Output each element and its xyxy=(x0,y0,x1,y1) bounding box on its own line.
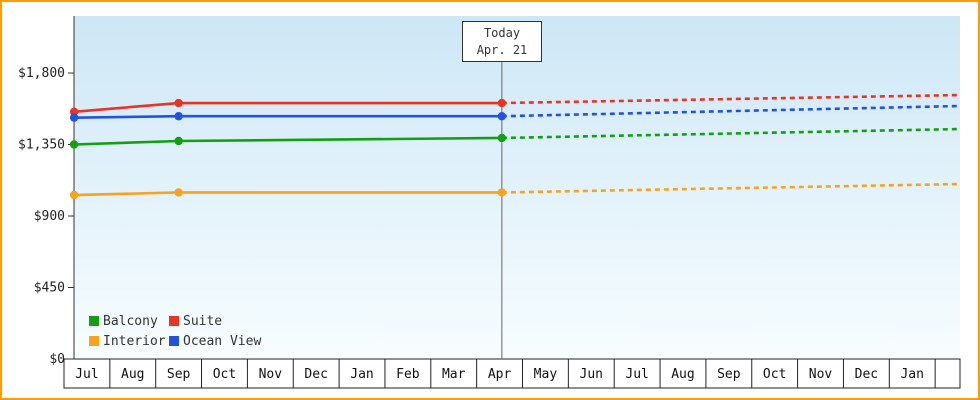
x-tick-label: Feb xyxy=(396,367,420,382)
x-tick-label: Jun xyxy=(580,367,603,382)
chart-legend: Balcony Suite Interior Ocean View xyxy=(89,313,262,349)
x-tick-label: Dec xyxy=(855,367,878,382)
today-date: Apr. 21 xyxy=(476,43,528,57)
legend-swatch xyxy=(169,336,179,346)
series-forecast-ocean-view xyxy=(501,104,958,118)
x-tick-label: May xyxy=(534,367,558,382)
legend-swatch xyxy=(169,316,179,326)
y-tick-label: $0 xyxy=(49,352,65,367)
y-tick-label: $900 xyxy=(34,209,65,224)
legend-swatch xyxy=(89,336,99,346)
data-point xyxy=(69,140,79,149)
data-point xyxy=(497,133,507,143)
legend-label: Suite xyxy=(183,313,223,329)
legend-item-interior: Interior xyxy=(89,333,169,349)
series-history-ocean-view xyxy=(74,114,502,119)
x-tick-label: Nov xyxy=(809,367,833,382)
x-tick-label: Oct xyxy=(763,367,786,382)
x-tick-label: Jul xyxy=(75,367,98,382)
legend-label: Ocean View xyxy=(183,333,262,349)
x-tick-label: Jan xyxy=(350,367,373,382)
data-point xyxy=(174,188,183,197)
data-point xyxy=(174,112,183,121)
legend-label: Interior xyxy=(103,333,166,349)
legend-item-suite: Suite xyxy=(169,313,261,329)
legend-label: Balcony xyxy=(103,313,158,329)
x-tick-label: Mar xyxy=(442,367,466,382)
x-tick-label: Sep xyxy=(717,367,741,382)
legend-item-balcony: Balcony xyxy=(89,313,169,329)
data-point xyxy=(174,98,183,108)
x-tick-label: Oct xyxy=(213,367,236,382)
legend-swatch xyxy=(89,316,99,326)
y-tick-label: $1,800 xyxy=(18,66,65,81)
today-marker-box: Today Apr. 21 xyxy=(462,21,542,62)
x-tick-label: Apr xyxy=(488,367,512,382)
legend-item-ocean-view: Ocean View xyxy=(169,333,262,349)
data-point xyxy=(69,190,79,200)
x-tick-label: Sep xyxy=(167,367,191,382)
data-point xyxy=(497,112,507,121)
x-tick-label: Jan xyxy=(900,367,923,382)
series-forecast-interior xyxy=(501,182,958,194)
series-forecast-balcony xyxy=(501,127,958,140)
x-tick-label: Dec xyxy=(304,367,327,382)
data-point xyxy=(69,107,79,116)
y-tick-label: $1,350 xyxy=(18,138,65,153)
data-point xyxy=(497,188,507,197)
data-point xyxy=(69,113,79,122)
x-tick-label: Aug xyxy=(121,367,144,382)
series-forecast-suite xyxy=(501,93,958,105)
x-tick-label: Jul xyxy=(625,367,648,382)
today-label: Today xyxy=(483,26,521,40)
x-tick-label: Nov xyxy=(259,367,283,382)
x-tick-label: Aug xyxy=(671,367,694,382)
data-point xyxy=(174,136,183,146)
y-tick-label: $450 xyxy=(34,281,65,296)
month-axis-row xyxy=(63,358,961,389)
data-point xyxy=(497,98,507,108)
